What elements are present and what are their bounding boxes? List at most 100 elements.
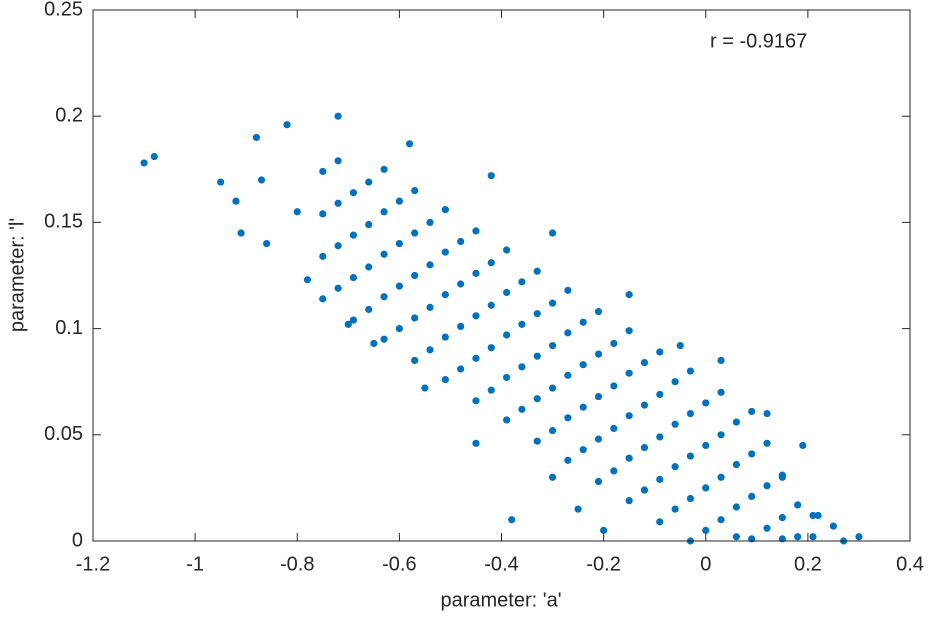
scatter-point xyxy=(579,446,587,454)
scatter-point xyxy=(319,252,327,260)
scatter-point xyxy=(370,339,378,348)
scatter-point xyxy=(548,384,557,392)
scatter-point xyxy=(732,503,740,511)
scatter-point xyxy=(717,431,725,439)
scatter-point xyxy=(232,197,240,205)
scatter-point xyxy=(640,486,649,494)
scatter-point xyxy=(778,473,786,481)
scatter-point xyxy=(686,494,695,503)
x-tick-label: -0.2 xyxy=(586,553,620,575)
scatter-point xyxy=(334,242,342,250)
scatter-point xyxy=(814,511,822,520)
scatter-point xyxy=(548,473,557,481)
scatter-point xyxy=(594,392,603,401)
scatter-point xyxy=(457,237,465,246)
scatter-point xyxy=(457,365,465,373)
scatter-point xyxy=(518,320,526,328)
scatter-point xyxy=(472,354,480,362)
scatter-point xyxy=(365,220,373,229)
scatter-point xyxy=(380,335,388,343)
scatter-point xyxy=(579,318,587,326)
scatter-point xyxy=(426,261,434,269)
scatter-point xyxy=(503,373,511,382)
y-tick-label: 0.2 xyxy=(55,104,83,126)
scatter-point xyxy=(518,363,526,371)
scatter-point xyxy=(564,414,572,422)
scatter-point xyxy=(426,303,434,311)
x-tick-label: 0.4 xyxy=(896,553,924,575)
scatter-point xyxy=(640,358,649,367)
scatter-point xyxy=(319,210,327,218)
scatter-point xyxy=(257,176,266,184)
plot-frame xyxy=(92,9,911,542)
scatter-point xyxy=(702,441,710,450)
scatter-point xyxy=(349,274,358,282)
scatter-point xyxy=(349,316,358,324)
scatter-point xyxy=(380,293,388,301)
scatter-point xyxy=(600,526,608,534)
scatter-point xyxy=(349,231,358,239)
scatter-point xyxy=(763,524,771,532)
scatter-point xyxy=(809,511,817,520)
scatter-point xyxy=(293,208,301,216)
scatter-point xyxy=(625,327,633,335)
scatter-point xyxy=(365,263,373,271)
annotation: r = -0.9167 xyxy=(710,30,807,52)
x-tick-label: -0.6 xyxy=(382,553,416,575)
scatter-point xyxy=(140,159,148,167)
scatter-point xyxy=(702,526,710,534)
scatter-point xyxy=(748,450,756,458)
scatter-point xyxy=(503,416,511,424)
scatter-point xyxy=(395,282,403,290)
scatter-point xyxy=(487,344,495,352)
scatter-point xyxy=(334,284,342,292)
scatter-point xyxy=(518,405,526,413)
scatter-point xyxy=(405,140,414,148)
scatter-point xyxy=(411,314,419,322)
scatter-point xyxy=(421,384,429,392)
scatter-point xyxy=(702,399,710,407)
scatter-point xyxy=(334,157,342,165)
scatter-point xyxy=(656,348,664,356)
scatter-point xyxy=(457,280,465,288)
scatter-point xyxy=(610,467,618,475)
scatter-point xyxy=(533,437,541,445)
scatter-point xyxy=(411,271,419,280)
scatter-point xyxy=(594,350,603,358)
scatter-point xyxy=(717,356,725,365)
scatter-point xyxy=(732,533,740,541)
scatter-point xyxy=(426,218,434,226)
scatter-point xyxy=(564,456,572,464)
scatter-point xyxy=(702,484,710,492)
scatter-point xyxy=(640,401,649,409)
scatter-point xyxy=(472,312,480,320)
scatter-point xyxy=(334,112,342,120)
scatter-point xyxy=(319,295,327,303)
scatter-point xyxy=(472,227,480,235)
scatter-point xyxy=(426,346,434,354)
scatter-point xyxy=(380,165,388,173)
x-tick-label: -1 xyxy=(186,553,204,575)
scatter-point xyxy=(564,286,572,294)
scatter-point xyxy=(503,288,511,297)
scatter-point xyxy=(686,452,695,460)
scatter-point xyxy=(829,522,838,530)
scatter-point xyxy=(395,240,403,248)
y-tick-label: 0 xyxy=(72,529,83,551)
scatter-point xyxy=(809,533,817,541)
scatter-point xyxy=(763,409,771,418)
scatter-point xyxy=(411,229,419,237)
scatter-point xyxy=(625,454,633,462)
scatter-point xyxy=(732,418,740,426)
scatter-point xyxy=(656,433,664,441)
x-tick-label: -0.8 xyxy=(280,553,314,575)
scatter-point xyxy=(610,424,618,433)
scatter-point xyxy=(303,276,312,284)
scatter-point xyxy=(487,259,495,267)
scatter-point xyxy=(686,409,695,418)
y-axis-label: parameter: 'l' xyxy=(6,218,28,332)
scatter-point xyxy=(487,301,495,309)
scatter-point xyxy=(365,178,373,186)
scatter-point xyxy=(717,516,725,524)
